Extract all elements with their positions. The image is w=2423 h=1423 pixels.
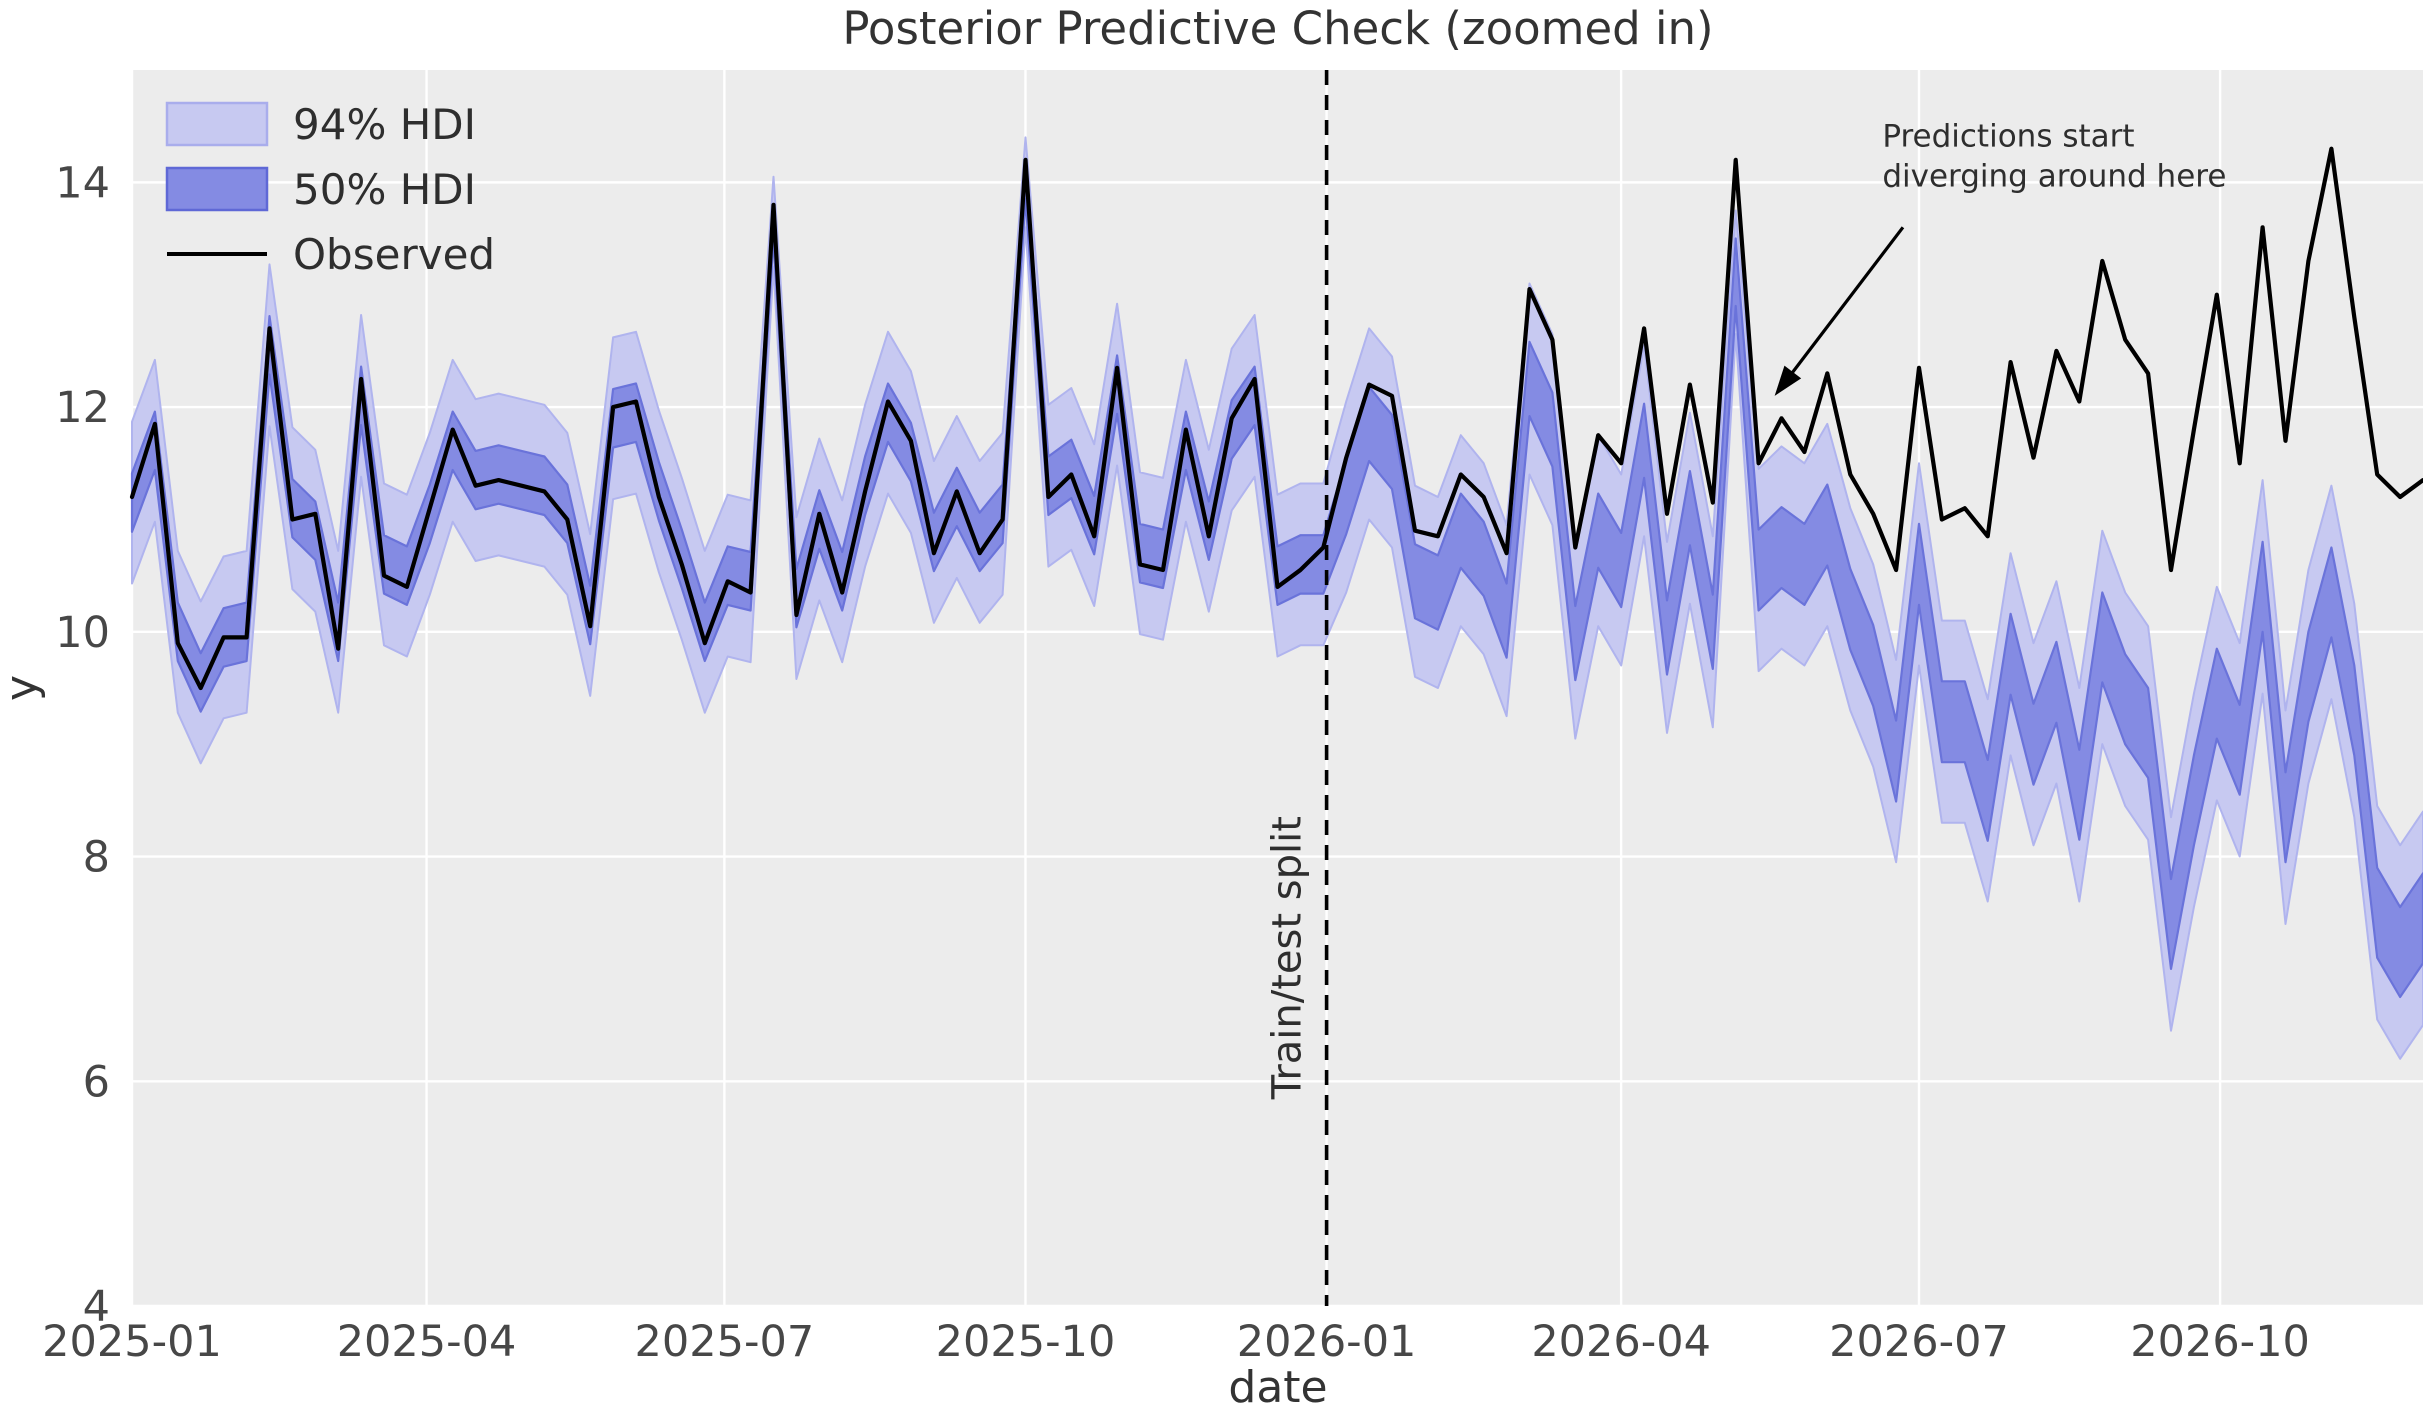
x-tick-label: 2026-10 bbox=[2130, 1317, 2310, 1367]
annotation-arrowhead bbox=[1774, 365, 1802, 396]
legend-swatch-94-hdi bbox=[165, 101, 269, 147]
legend: 94% HDI 50% HDI Observed bbox=[165, 100, 495, 279]
x-tick-label: 2026-04 bbox=[1531, 1317, 1711, 1367]
x-tick-label: 2025-07 bbox=[635, 1317, 815, 1367]
x-tick-label: 2025-10 bbox=[936, 1317, 1116, 1367]
x-tick-label: 2025-04 bbox=[337, 1317, 517, 1367]
tick-labels-layer: 4 6 8 10 12 14 2025-01 2025-04 2025-07 2025-10 202… bbox=[42, 158, 2310, 1367]
y-tick-label: 14 bbox=[55, 158, 110, 208]
legend-label-50-hdi: 50% HDI bbox=[293, 165, 476, 214]
y-tick-label: 10 bbox=[55, 608, 110, 658]
x-tick-label: 2025-01 bbox=[42, 1317, 222, 1367]
legend-swatch-50-hdi bbox=[165, 166, 269, 212]
x-tick-label: 2026-01 bbox=[1237, 1317, 1417, 1367]
legend-label-observed: Observed bbox=[293, 230, 495, 279]
annotation-text-line2: diverging around here bbox=[1882, 158, 2226, 194]
train-test-split-label: Train/test split bbox=[1265, 816, 1311, 1100]
y-tick-label: 12 bbox=[55, 383, 110, 433]
x-axis-label: date bbox=[1228, 1362, 1327, 1413]
y-tick-label: 8 bbox=[83, 833, 110, 883]
y-tick-label: 4 bbox=[83, 1282, 110, 1332]
annotation-arrow-layer bbox=[1774, 226, 1905, 396]
x-tick-label: 2026-07 bbox=[1829, 1317, 2009, 1367]
series-layer bbox=[129, 70, 2423, 1306]
chart-title: Posterior Predictive Check (zoomed in) bbox=[842, 2, 1713, 55]
legend-label-94-hdi: 94% HDI bbox=[293, 100, 476, 149]
annotation-arrow-shaft bbox=[1786, 226, 1905, 380]
y-axis-label: y bbox=[0, 675, 47, 701]
y-tick-label: 6 bbox=[83, 1057, 110, 1107]
observed-line bbox=[129, 146, 2423, 691]
annotation-text-line1: Predictions start bbox=[1882, 118, 2134, 154]
